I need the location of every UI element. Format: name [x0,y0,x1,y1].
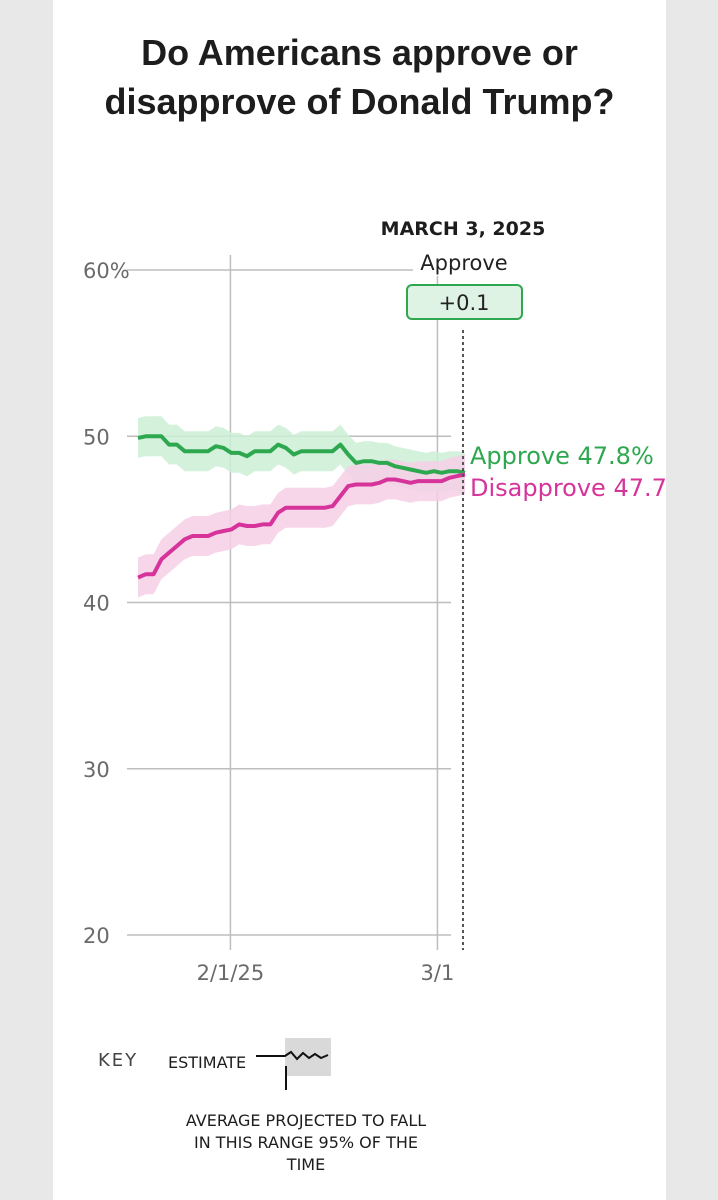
key-estimate-glyph [256,1038,331,1090]
chart-card: Do Americans approve or disapprove of Do… [53,0,666,1200]
key-note-line-3: TIME [286,1155,325,1174]
disapprove-end-label: Disapprove 47.7% [470,474,666,502]
confidence-bands [138,416,465,598]
x-tick-label: 2/1/25 [197,961,265,985]
tooltip-label-bg [413,250,515,276]
x-gridlines [229,255,439,950]
tooltip-value: +0.1 [439,291,490,315]
key-estimate-label: ESTIMATE [168,1053,246,1072]
series-lines [137,434,466,580]
approve-end-label: Approve 47.8% [470,442,654,470]
tooltip-box [406,284,523,320]
y-tick-label: 20 [83,924,110,948]
gridlines [127,269,451,936]
y-tick-label: 30 [83,758,110,782]
approve-line [137,434,466,475]
key-note-line-2: IN THIS RANGE 95% OF THE [194,1133,418,1152]
approval-chart[interactable]: 60% 50 40 30 20 2/1/25 3/1 MARCH 3, 2025 +0.1… [53,0,666,1200]
disapprove-band [138,454,465,598]
key-note-line-1: AVERAGE PROJECTED TO FALL [186,1111,426,1130]
y-tick-label: 50 [83,425,110,449]
y-tick-label: 40 [83,592,110,616]
hover-date: MARCH 3, 2025 [381,218,546,240]
x-axis-ticks: 2/1/25 3/1 [197,961,455,985]
key-heading: KEY [98,1050,138,1071]
y-tick-label: 60% [83,259,130,283]
disapprove-line [137,472,466,580]
x-tick-label: 3/1 [421,961,455,985]
y-axis-ticks: 60% 50 40 30 20 [83,259,130,948]
tooltip-label: Approve [420,251,507,275]
page-title: Do Americans approve or disapprove of Do… [104,32,615,122]
